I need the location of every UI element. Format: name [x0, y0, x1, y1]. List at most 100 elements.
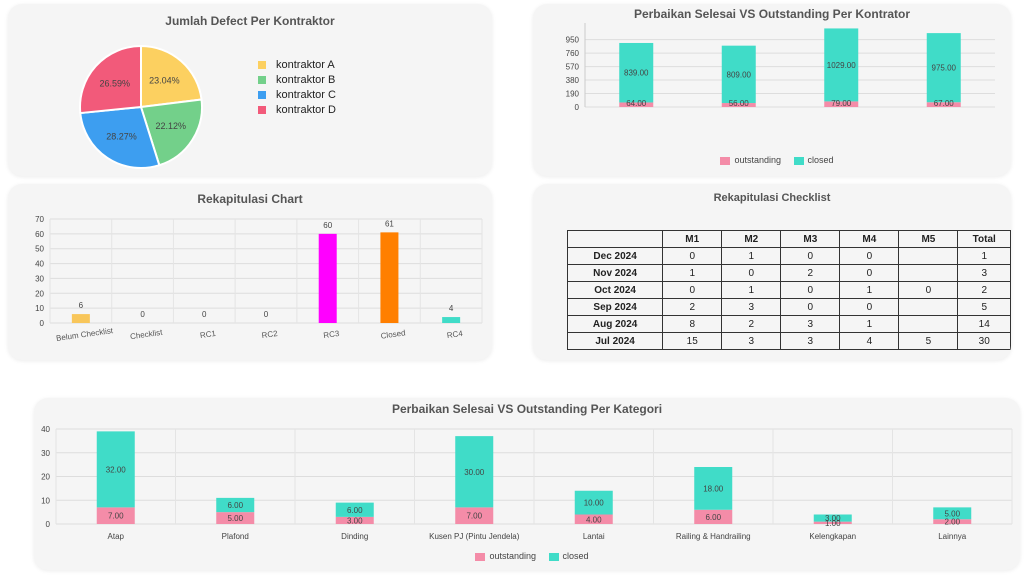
bar-outstanding[interactable]	[694, 509, 733, 524]
pie-slice-kontraktor-a[interactable]	[140, 44, 203, 109]
contractor-legend: outstanding closed	[533, 155, 1011, 165]
table-cell: 0	[662, 247, 723, 265]
bar-label-closed: 1029.00	[827, 61, 856, 70]
recap-bar[interactable]	[318, 233, 337, 323]
x-tick-label: Kusen PJ (Pintu Jendela)	[429, 532, 520, 541]
bar-outstanding[interactable]	[813, 521, 852, 524]
bar-closed[interactable]	[813, 514, 852, 522]
outstanding-swatch	[720, 156, 731, 165]
table-cell: 0	[839, 349, 900, 350]
table-cell: 1	[662, 264, 723, 282]
bar-closed[interactable]	[933, 507, 972, 520]
bar-outstanding[interactable]	[619, 102, 654, 107]
bar-outstanding[interactable]	[455, 507, 494, 524]
table-cell: 0	[839, 264, 900, 282]
recap-bar[interactable]	[442, 317, 461, 323]
y-tick-label: 70	[35, 215, 44, 224]
bar-closed[interactable]	[619, 42, 654, 103]
x-tick-label: Checklist	[130, 328, 164, 342]
bar-outstanding[interactable]	[216, 512, 255, 524]
recap-chart-title: Rekapitulasi Chart	[197, 192, 303, 206]
y-tick-label: 20	[35, 289, 44, 298]
y-tick-label: 950	[566, 36, 580, 45]
table-cell	[898, 264, 959, 282]
legend-swatch	[258, 76, 266, 84]
legend-closed: closed	[562, 551, 589, 561]
pie-legend-item[interactable]: kontraktor D	[258, 104, 336, 116]
legend-outstanding: outstanding	[734, 155, 781, 165]
bar-outstanding[interactable]	[926, 102, 961, 107]
table-cell: 2	[662, 298, 723, 316]
recap-bar-value: 4	[449, 304, 454, 313]
row-label: Dec 2024	[567, 247, 664, 265]
bar-label-closed: 30.00	[464, 468, 485, 477]
bar-outstanding[interactable]	[933, 519, 972, 524]
bar-outstanding[interactable]	[721, 103, 756, 107]
pie-legend-item[interactable]: kontraktor C	[258, 89, 336, 101]
bar-closed[interactable]	[335, 502, 374, 517]
category-legend: outstanding closed	[34, 551, 1020, 561]
y-tick-label: 0	[46, 520, 51, 529]
contractor-bar-card: Perbaikan Selesai VS Outstanding Per Kon…	[533, 4, 1011, 176]
bar-label-closed: 6.00	[227, 501, 243, 510]
recap-bar[interactable]	[380, 232, 399, 323]
legend-label: kontraktor B	[276, 74, 336, 86]
row-label: Sep 2024	[567, 298, 664, 316]
table-cell: 3	[780, 315, 841, 333]
pie-slice-label: 28.27%	[106, 132, 137, 142]
bar-label-closed: 839.00	[624, 69, 649, 78]
bar-closed[interactable]	[694, 467, 733, 510]
bar-label-closed: 32.00	[106, 465, 127, 474]
column-header: M3	[780, 230, 841, 248]
legend-label: kontraktor D	[276, 104, 336, 116]
table-cell: 3	[780, 332, 841, 350]
pie-slice-kontraktor-c[interactable]	[79, 105, 161, 169]
column-header: Total	[957, 230, 1011, 248]
bar-closed[interactable]	[721, 45, 756, 104]
y-tick-label: 190	[566, 90, 580, 99]
bar-label-outstanding: 64.00	[626, 99, 647, 108]
bar-outstanding[interactable]	[96, 507, 135, 524]
bar-label-outstanding: 56.00	[729, 99, 750, 108]
bar-label-outstanding: 2.00	[944, 518, 960, 527]
y-tick-label: 60	[35, 230, 44, 239]
bar-closed[interactable]	[574, 490, 613, 515]
recap-bar-value: 0	[202, 310, 207, 319]
y-tick-label: 380	[566, 76, 580, 85]
table-cell: 3	[957, 264, 1011, 282]
y-tick-label: 30	[35, 274, 44, 283]
column-header: M2	[721, 230, 782, 248]
bar-outstanding[interactable]	[574, 514, 613, 525]
bar-label-closed: 10.00	[584, 499, 605, 508]
bar-closed[interactable]	[96, 431, 135, 508]
pie-legend-item[interactable]: kontraktor B	[258, 74, 335, 86]
pie-chart: 23.04% 22.12% 28.27% 26.59%	[79, 44, 203, 169]
bar-closed[interactable]	[216, 497, 255, 513]
pie-legend-item[interactable]: kontraktor A	[258, 59, 335, 71]
table-cell: 1	[839, 315, 900, 333]
bar-label-outstanding: 67.00	[934, 99, 955, 108]
pie-slice-kontraktor-b[interactable]	[139, 98, 203, 167]
column-header: M4	[839, 230, 900, 248]
bar-outstanding[interactable]	[824, 101, 859, 107]
legend-outstanding: outstanding	[489, 551, 536, 561]
x-tick-label: Atap	[108, 532, 125, 541]
recap-bar[interactable]	[71, 314, 90, 323]
table-cell: 1	[839, 281, 900, 299]
bar-closed[interactable]	[824, 28, 859, 102]
table-cell: 0	[839, 247, 900, 265]
bar-closed[interactable]	[926, 33, 961, 103]
row-label: Aug 2024	[567, 315, 664, 333]
table-cell: 5	[957, 298, 1011, 316]
legend-swatch	[258, 106, 266, 114]
checklist-table-wrapper[interactable]: M1 M2 M3 M4 M5 Total Dec 2024 0 1 0 0 1 Nov 2024 1 0 2 0…	[567, 230, 1011, 350]
y-tick-label: 40	[41, 425, 50, 434]
y-tick-label: 0	[575, 103, 580, 112]
pie-slice-label: 22.12%	[155, 121, 186, 131]
bar-closed[interactable]	[455, 436, 494, 508]
row-label: Nov 2024	[567, 264, 664, 282]
table-cell: 2	[780, 264, 841, 282]
bar-outstanding[interactable]	[335, 516, 374, 524]
contractor-bar-chart: 950 760 570 380 190 0 64.00 839.00 56.00 809.00 79…	[566, 23, 995, 112]
pie-slice-kontraktor-d[interactable]	[79, 44, 142, 115]
